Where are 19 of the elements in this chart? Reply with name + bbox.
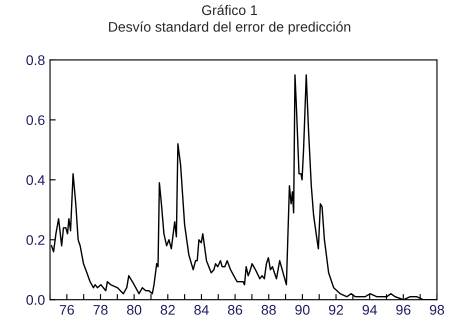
x-tick-label: 84	[194, 304, 209, 315]
x-tick-label: 80	[127, 304, 142, 315]
chart-subtitle: Desvío standard del error de predicción	[109, 21, 350, 35]
y-tick-label: 0.4	[26, 175, 45, 185]
y-tick-label: 0.2	[26, 235, 44, 245]
x-tick-label: 76	[60, 304, 74, 315]
y-tick-label: 0.8	[26, 55, 45, 66]
y-tick-label: 0.0	[26, 295, 45, 305]
x-tick-label: 98	[430, 304, 444, 315]
chart-title: Gráfico 1	[202, 4, 257, 16]
x-tick-label: 94	[362, 304, 377, 315]
x-tick-label: 82	[160, 304, 175, 315]
x-tick-label: 88	[262, 304, 276, 315]
x-tick-label: 86	[228, 304, 242, 315]
x-tick-label: 90	[295, 304, 310, 315]
x-tick-label: 92	[328, 304, 344, 315]
x-tick-label: 78	[93, 304, 108, 315]
x-tick-label: 96	[396, 304, 410, 315]
y-tick-label: 0.6	[26, 115, 45, 126]
